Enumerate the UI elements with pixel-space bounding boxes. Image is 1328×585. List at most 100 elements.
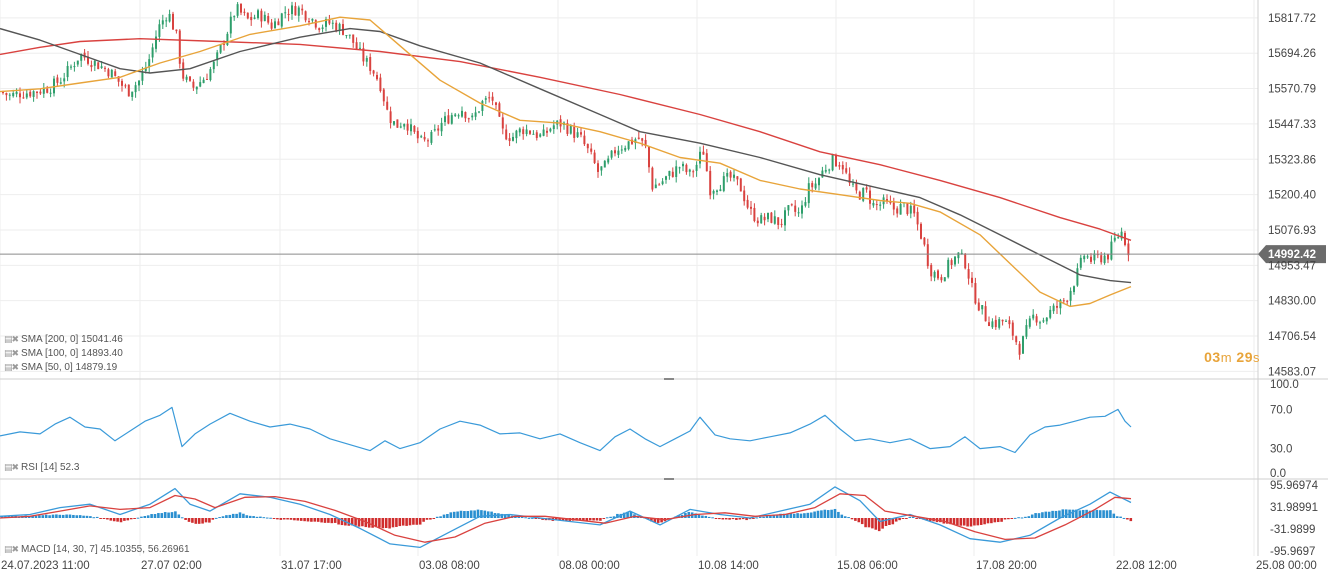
macd-tick-label: -31.9899 <box>1270 524 1315 536</box>
macd-histogram-bar <box>126 518 130 521</box>
candle-body <box>1022 336 1024 354</box>
time-tick-label: 03.08 08:00 <box>419 560 480 572</box>
macd-histogram-bar <box>160 513 164 518</box>
macd-tick-label: 31.98991 <box>1270 502 1318 514</box>
macd-histogram-bar <box>823 509 827 518</box>
macd-histogram-bar <box>1037 513 1041 518</box>
macd-histogram-bar <box>140 516 143 518</box>
candle-body <box>107 69 110 77</box>
candle-body <box>447 115 450 124</box>
macd-histogram-bar <box>1102 510 1105 518</box>
macd-histogram-bar <box>993 518 997 523</box>
macd-histogram-bar <box>99 518 102 519</box>
indicator-settings-icon[interactable]: ▤✖ <box>4 462 19 472</box>
candle-body <box>444 116 446 123</box>
sma50-legend[interactable]: ▤✖ SMA [50, 0] 14879.19 <box>4 360 117 375</box>
macd-histogram-bar <box>316 518 320 522</box>
candle-body <box>736 176 739 180</box>
indicator-settings-icon[interactable]: ▤✖ <box>4 362 19 372</box>
candle-body <box>624 147 627 151</box>
macd-histogram-bar <box>452 511 456 518</box>
macd-histogram-bar <box>299 518 303 521</box>
macd-histogram-bar <box>752 518 755 519</box>
candle-body <box>97 62 100 70</box>
time-tick-label: 31.07 17:00 <box>281 560 342 572</box>
rsi-tick-label: 100.0 <box>1270 379 1299 391</box>
macd-histogram-bar <box>1075 509 1078 518</box>
macd-histogram-bar <box>119 518 123 523</box>
panel-resize-handle[interactable] <box>664 478 674 480</box>
macd-histogram-bar <box>653 518 657 523</box>
candle-body <box>586 144 589 149</box>
sma100-label: SMA [100, 0] <box>21 348 79 359</box>
macd-histogram-bar <box>860 518 864 525</box>
candle-body <box>277 21 280 26</box>
candle-body <box>818 178 820 186</box>
macd-histogram-bar <box>51 514 55 518</box>
sma200-legend[interactable]: ▤✖ SMA [200, 0] 15041.46 <box>4 332 123 347</box>
indicator-settings-icon[interactable]: ▤✖ <box>4 544 19 554</box>
macd-histogram-bar <box>561 518 565 521</box>
candle-body <box>1093 253 1096 261</box>
macd-histogram-bar <box>1007 518 1010 520</box>
candle-body <box>1005 320 1007 322</box>
macd-legend[interactable]: ▤✖ MACD [14, 30, 7] 45.10355, 56.26961 <box>4 544 190 555</box>
macd-histogram-bar <box>1105 510 1109 518</box>
macd-histogram-bar <box>945 518 949 524</box>
panel-resize-handle[interactable] <box>664 378 674 380</box>
sma100-value: 14893.40 <box>81 348 123 359</box>
macd-histogram-bar <box>718 518 721 520</box>
macd-histogram-bar <box>218 517 221 519</box>
rsi-label: RSI [14] <box>21 462 58 473</box>
candle-body <box>641 138 644 141</box>
candle-body <box>437 128 440 131</box>
candle-body <box>1086 256 1089 258</box>
macd-histogram-bar <box>412 518 415 525</box>
countdown-seconds-unit: s <box>1253 350 1260 365</box>
candle-body <box>15 91 18 95</box>
indicator-settings-icon[interactable]: ▤✖ <box>4 348 19 358</box>
candle-body <box>763 216 766 221</box>
macd-histogram-bar <box>833 508 837 518</box>
indicator-settings-icon[interactable]: ▤✖ <box>4 334 19 344</box>
candle-body <box>1056 305 1058 308</box>
macd-histogram-bar <box>854 518 857 521</box>
macd-histogram-bar <box>34 516 38 518</box>
candle-body <box>450 115 453 124</box>
macd-histogram-bar <box>799 513 803 518</box>
macd-histogram-bar <box>1041 512 1044 518</box>
candle-body <box>189 76 191 81</box>
price-tick-label: 15817.72 <box>1268 13 1316 25</box>
candle-body <box>352 34 355 43</box>
macd-histogram-bar <box>789 513 793 518</box>
macd-histogram-bar <box>874 518 878 530</box>
macd-histogram-bar <box>58 514 62 518</box>
macd-histogram-bar <box>711 517 714 519</box>
candle-body <box>767 212 769 220</box>
candle-body <box>770 212 773 223</box>
candle-body <box>967 269 970 279</box>
sma100-legend[interactable]: ▤✖ SMA [100, 0] 14893.40 <box>4 346 123 361</box>
candle-body <box>70 66 72 68</box>
rsi-legend[interactable]: ▤✖ RSI [14] 52.3 <box>4 460 79 475</box>
macd-histogram-bar <box>85 515 89 518</box>
macd-histogram-bar <box>1051 510 1054 518</box>
macd-histogram-bar <box>541 518 544 520</box>
candle-body <box>852 183 854 185</box>
candle-body <box>1120 231 1123 239</box>
candle-body <box>93 60 96 66</box>
candle-body <box>909 205 912 214</box>
macd-histogram-bar <box>75 515 79 518</box>
candle-body <box>301 8 304 11</box>
macd-signal-line <box>0 493 1132 543</box>
candle-body <box>620 149 623 151</box>
macd-histogram-bar <box>1112 513 1116 518</box>
macd-histogram-bar <box>1058 510 1061 518</box>
candle-body <box>858 191 861 200</box>
macd-histogram-bar <box>180 517 184 519</box>
macd-histogram-bar <box>898 518 901 521</box>
panel-separators <box>0 0 1328 556</box>
candle-body <box>654 184 657 189</box>
